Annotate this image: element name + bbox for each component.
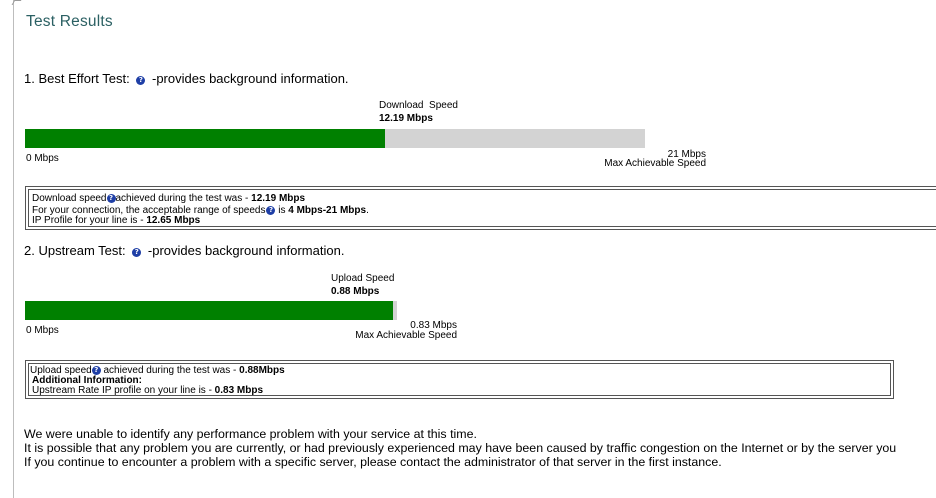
help-icon[interactable]: ? [136, 76, 146, 85]
download-speed-achieved: 12.19 Mbps [251, 193, 306, 204]
download-info-line-1-text-b: achieved during the test was - [115, 193, 252, 204]
upstream-ip-profile-value: 0.83 Mbps [214, 385, 264, 396]
upload-speed-achieved: 0.88Mbps [239, 365, 285, 376]
upload-speed-bar-fill [25, 301, 394, 320]
additional-information-label: Additional Information: [32, 375, 142, 386]
download-speed-bar-fill [25, 129, 385, 148]
download-info-box: Download speed? achieved during the test … [25, 186, 936, 230]
upstream-heading-suffix: -provides background information. [147, 243, 345, 258]
upstream-heading: 2. Upstream Test: ? -provides background… [24, 243, 344, 258]
left-border [13, 0, 14, 498]
upstream-heading-prefix: 2. Upstream Test: [24, 243, 126, 258]
upload-speed-bar [25, 301, 397, 320]
help-icon[interactable]: ? [132, 248, 142, 257]
upload-max-label: Max Achievable Speed [355, 330, 457, 341]
footer-message-3: If you continue to encounter a problem w… [24, 455, 722, 469]
download-info-line-1-text: Download speed [32, 193, 107, 204]
help-icon[interactable]: ? [91, 366, 101, 375]
footer-message-1: We were unable to identify any performan… [24, 427, 477, 441]
download-max-value: 21 Mbps [667, 149, 706, 160]
upload-info-line-1-text: Upload speed [30, 365, 92, 376]
download-info-line-2-text: For your connection, the acceptable rang… [32, 205, 266, 216]
download-info-line-2-end: . [366, 205, 369, 216]
download-min-label: 0 Mbps [26, 153, 59, 164]
download-max-label: Max Achievable Speed [604, 158, 706, 169]
download-info-line-2-text-b: is [275, 205, 289, 216]
page-title: Test Results [26, 13, 113, 30]
footer-message-2: It is possible that any problem you are … [24, 441, 897, 455]
help-icon[interactable]: ? [106, 194, 116, 203]
ip-profile-value: 12.65 Mbps [146, 215, 201, 226]
acceptable-speed-range: 4 Mbps-21 Mbps [288, 205, 367, 216]
download-info-line-3-text: IP Profile for your line is - [32, 215, 147, 226]
download-info-line-1: Download speed? achieved during the test … [32, 193, 305, 204]
download-speed-bar [25, 129, 645, 148]
help-icon[interactable]: ? [266, 206, 276, 215]
download-speed-value: 12.19 Mbps [379, 113, 433, 124]
download-speed-label: Download Speed [379, 100, 458, 111]
upload-info-line-1: Upload speed? achieved during the test w… [30, 365, 285, 376]
upload-speed-label: Upload Speed [331, 273, 395, 284]
upload-info-line-3: Upstream Rate IP profile on your line is… [32, 385, 263, 396]
download-info-line-3: IP Profile for your line is - 12.65 Mbps [32, 215, 200, 226]
upload-info-line-1-text-b: achieved during the test was - [100, 365, 240, 376]
best-effort-heading-suffix: -provides background information. [152, 71, 349, 86]
corner-mark [11, 0, 22, 5]
upload-info-line-2: Additional Information: [32, 375, 142, 386]
upload-info-box: Upload speed? achieved during the test w… [25, 360, 894, 399]
download-info-box-inner: Download speed? achieved during the test … [28, 189, 936, 227]
upload-speed-value: 0.88 Mbps [331, 286, 380, 297]
best-effort-heading: 1. Best Effort Test: ? -provides backgro… [24, 71, 349, 86]
best-effort-heading-prefix: 1. Best Effort Test: [24, 71, 130, 86]
download-info-line-2: For your connection, the acceptable rang… [32, 205, 369, 216]
upload-max-value: 0.83 Mbps [410, 320, 457, 331]
upload-info-line-3-text: Upstream Rate IP profile on your line is… [32, 385, 215, 396]
upload-min-label: 0 Mbps [26, 325, 59, 336]
upload-info-box-inner: Upload speed? achieved during the test w… [28, 363, 891, 396]
